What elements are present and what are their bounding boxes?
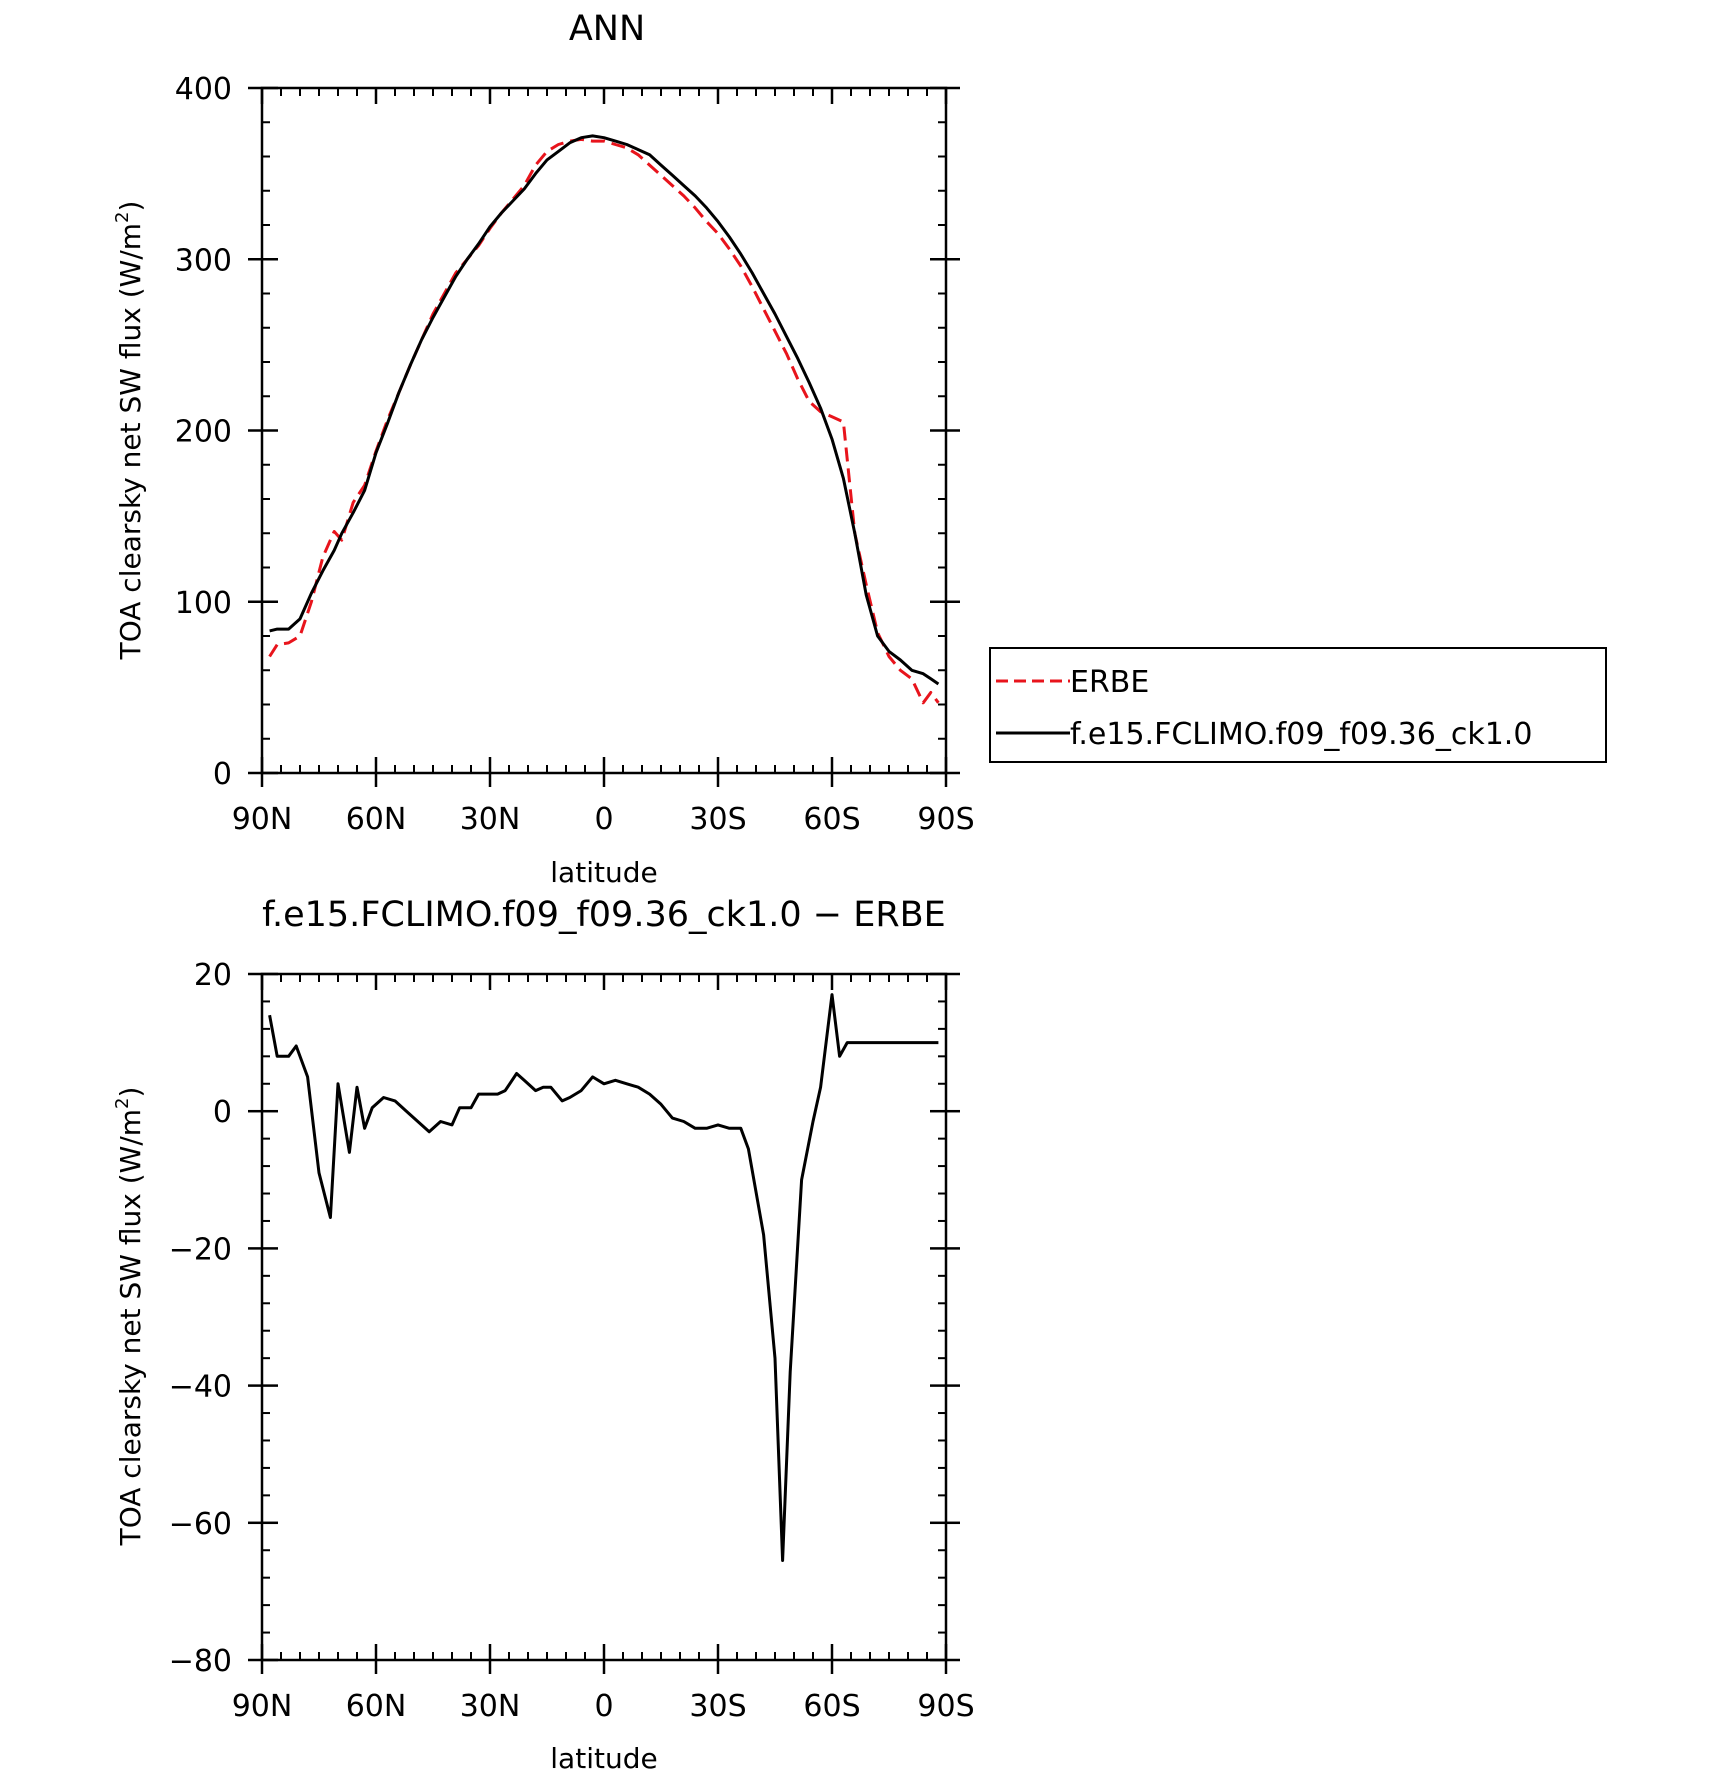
bottom-chart-title: f.e15.FCLIMO.f09_f09.36_ck1.0 − ERBE [262,895,946,935]
bottom-chart-y-axis-label-end: ) [114,1087,147,1098]
top-chart-y-axis-label-main: TOA clearsky net SW flux (W/m [114,223,147,660]
top-chart-y-tick-label: 200 [175,415,232,450]
legend-label-erbe: ERBE [1070,665,1149,700]
bottom-chart-y-tick-label: −80 [169,1644,232,1679]
top-chart-x-tick-label: 30S [689,802,746,837]
top-chart-title: ANN [569,9,645,49]
top-chart-x-tick-label: 90N [232,802,293,837]
top-chart-x-tick-label: 0 [594,802,613,837]
top-chart-series-line-erbe [268,137,940,705]
legend: ERBE f.e15.FCLIMO.f09_f09.36_ck1.0 [989,647,1607,763]
bottom-chart-x-tick-label: 30N [460,1689,521,1724]
top-chart-y-tick-label: 100 [175,586,232,621]
bottom-chart-x-tick-label: 30S [689,1689,746,1724]
top-chart-x-tick-label: 90S [917,802,974,837]
top-chart-x-axis-label: latitude [550,856,657,889]
bottom-chart-x-tick-label: 0 [594,1689,613,1724]
top-chart-x-tick-label: 30N [460,802,521,837]
top-chart-panel: ANN 90N 60N 30N 0 30S 60S 90S 0 100 200 300 400 lat… [112,9,975,889]
top-chart-y-tick-label: 400 [175,72,232,107]
legend-box [989,647,1607,763]
bottom-chart-y-tick-label: −40 [169,1370,232,1405]
bottom-chart-y-axis-label-sup: 2 [112,1098,133,1109]
bottom-chart-y-tick-label: 0 [213,1095,232,1130]
bottom-chart-series-line-difference [268,993,939,1562]
bottom-chart-x-tick-label: 90N [232,1689,293,1724]
bottom-chart-y-axis-label: TOA clearsky net SW flux (W/m2) [112,1087,147,1547]
bottom-chart-frame [260,972,948,1662]
top-chart-y-axis-label-end: ) [114,201,147,212]
bottom-chart-y-axis-label-main: TOA clearsky net SW flux (W/m [114,1109,147,1546]
legend-label-model: f.e15.FCLIMO.f09_f09.36_ck1.0 [1070,717,1532,752]
top-chart-y-axis-label-sup: 2 [112,212,133,223]
bottom-chart-y-tick-label: −20 [169,1232,232,1267]
bottom-chart-panel: f.e15.FCLIMO.f09_f09.36_ck1.0 − ERBE 90N… [112,895,975,1773]
top-chart-y-tick-label: 0 [213,757,232,792]
top-chart-y-axis-label: TOA clearsky net SW flux (W/m2) [112,201,147,661]
bottom-chart-y-tick-label: −60 [169,1507,232,1542]
top-chart-series-line-f-e15-fclimo-f09-f09-36-ck1-0 [269,134,940,686]
bottom-chart-x-axis-label: latitude [550,1742,657,1773]
top-chart-x-tick-label: 60N [346,802,407,837]
bottom-chart-y-tick-label: 20 [194,958,232,993]
top-chart-y-tick-label: 300 [175,243,232,278]
top-chart-x-tick-label: 60S [803,802,860,837]
bottom-chart-x-tick-label: 60S [803,1689,860,1724]
bottom-chart-x-tick-label: 60N [346,1689,407,1724]
bottom-chart-x-tick-label: 90S [917,1689,974,1724]
